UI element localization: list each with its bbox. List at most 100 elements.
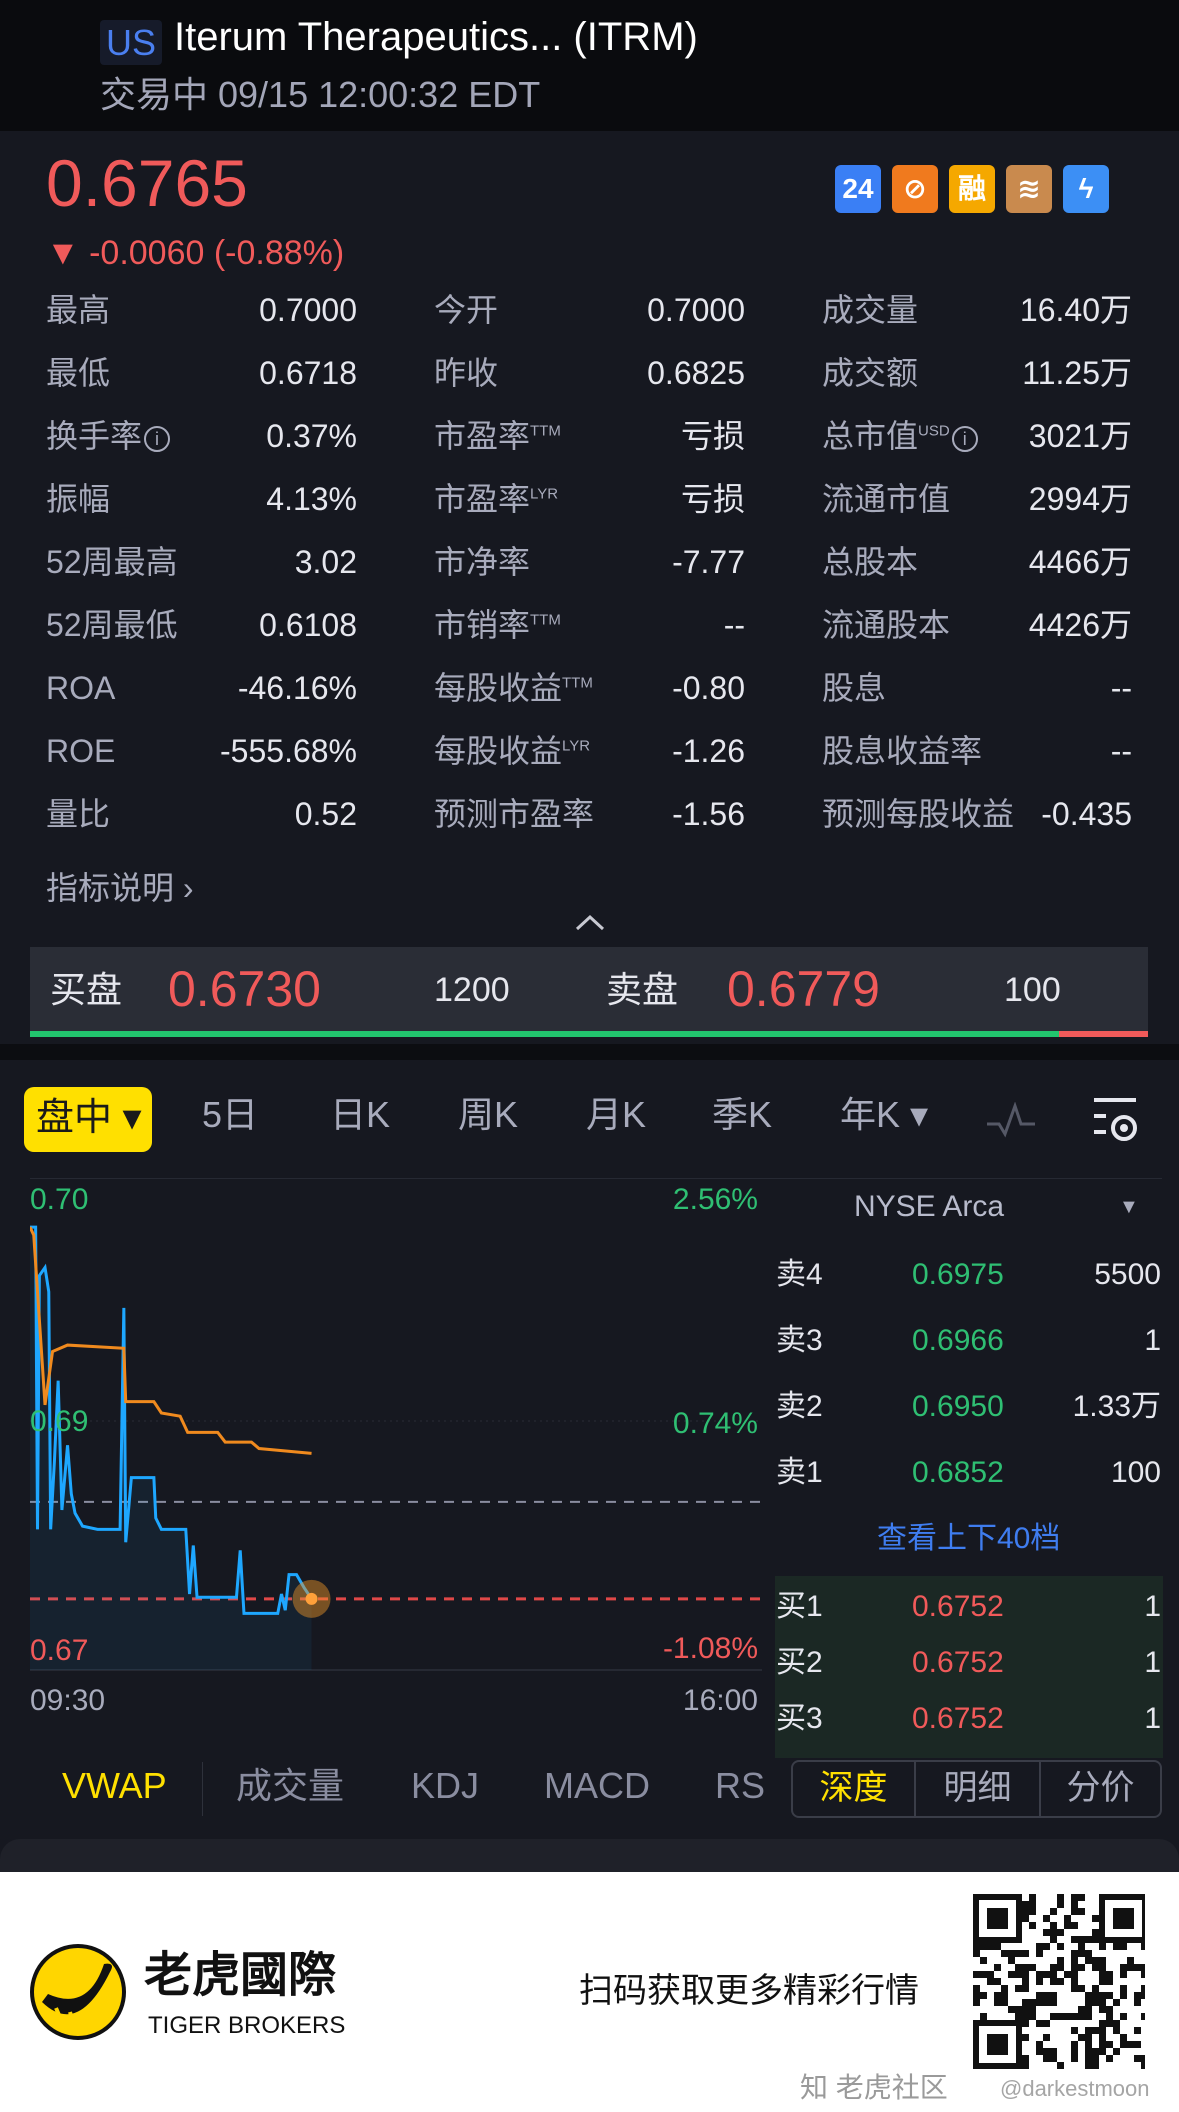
stat-value: -555.68%	[220, 733, 357, 769]
stat-value: --	[1110, 670, 1132, 706]
bid-label: 买盘	[50, 969, 123, 1010]
view-40-levels-link[interactable]: 查看上下40档	[877, 1522, 1061, 1555]
stat-label: 总市值USD i	[822, 418, 978, 455]
detail-tab[interactable]: 分价	[1039, 1760, 1162, 1818]
stat-value: 亏损	[680, 418, 745, 454]
intraday-chart[interactable]	[30, 1179, 762, 1674]
level-label: 买2	[776, 1646, 823, 1679]
info-icon[interactable]: i	[951, 425, 978, 452]
stat-value: 16.40万	[1019, 292, 1132, 328]
level-qty: 5500	[1094, 1258, 1161, 1291]
tab-period[interactable]: 季K	[712, 1094, 773, 1135]
ask-size: 100	[1004, 971, 1061, 1009]
stat-label: 振幅	[46, 481, 111, 517]
tab-period[interactable]: 5日	[202, 1094, 259, 1135]
stat-label: 市净率	[434, 544, 531, 580]
footer-banner: 老虎國際 TIGER BROKERS 扫码获取更多精彩行情 知 老虎社区 @da…	[0, 1872, 1179, 2112]
stat-label: 52周最低	[46, 607, 178, 643]
dropdown-arrow-icon[interactable]: ▼	[1119, 1196, 1139, 1218]
trading-status: 交易中 09/15 12:00:32 EDT	[100, 74, 541, 115]
tab-period[interactable]: 周K	[458, 1094, 519, 1135]
indicator-tab[interactable]: VWAP	[62, 1765, 167, 1806]
bid-ask-bar: 买盘 0.6730 1200 卖盘 0.6779 100	[30, 947, 1148, 1037]
divider	[202, 1762, 203, 1816]
stat-value: -1.56	[672, 796, 745, 832]
detail-tab[interactable]: 深度	[791, 1760, 916, 1818]
tab-period[interactable]: 月K	[586, 1094, 647, 1135]
tab-period[interactable]: 年K ▾	[840, 1094, 929, 1135]
level-qty: 1.33万	[1072, 1390, 1161, 1423]
tab-period[interactable]: 日K	[330, 1094, 391, 1135]
brand-name-en: TIGER BROKERS	[148, 2012, 346, 2039]
no-short-icon[interactable]: ⊘	[892, 165, 938, 213]
bid-size: 1200	[434, 971, 510, 1009]
level-qty: 1	[1144, 1646, 1161, 1679]
level-qty: 100	[1110, 1456, 1161, 1489]
level-label: 买3	[776, 1702, 823, 1735]
stat-label: 成交额	[822, 355, 919, 391]
stat-value: 2994万	[1028, 481, 1132, 517]
level-qty: 1	[1144, 1324, 1161, 1357]
vwap-line	[30, 1226, 312, 1455]
level-label: 买1	[776, 1590, 823, 1623]
stat-label: 股息	[822, 670, 887, 706]
x-label-open: 09:30	[30, 1684, 106, 1717]
tab-intraday[interactable]: 盘中 ▾	[24, 1087, 152, 1152]
stat-value: 4.13%	[266, 481, 357, 517]
stat-value: 0.7000	[647, 292, 745, 328]
exchange-selector[interactable]: NYSE Arca	[854, 1190, 1005, 1223]
stat-value: 0.6825	[647, 355, 745, 391]
stat-label: 预测市盈率	[434, 796, 595, 832]
level-price: 0.6752	[912, 1646, 1004, 1679]
stat-label: 总股本	[822, 544, 919, 580]
stat-label: 股息收益率	[822, 733, 983, 769]
stock-title[interactable]: Iterum Therapeutics... (ITRM)	[174, 15, 698, 59]
stat-value: 4466万	[1028, 544, 1132, 580]
stat-value: --	[723, 607, 745, 643]
24h-trading-icon[interactable]: 24	[835, 165, 881, 213]
stat-label: ROE	[46, 733, 116, 769]
chevron-up-icon[interactable]	[574, 912, 606, 932]
lightning-icon[interactable]: ϟ	[1063, 165, 1109, 213]
pct-label-top: 2.56%	[672, 1183, 758, 1216]
layers-a-icon[interactable]: ≋	[1006, 165, 1052, 213]
stat-value: -0.80	[672, 670, 745, 706]
level-price: 0.6975	[912, 1258, 1004, 1291]
indicator-tab[interactable]: RS	[715, 1765, 766, 1806]
ask-label: 卖盘	[606, 969, 679, 1010]
indicator-tab[interactable]: MACD	[544, 1765, 650, 1806]
current-point	[305, 1592, 318, 1605]
stat-label: 流通市值	[822, 481, 951, 517]
bid-price: 0.6730	[168, 961, 321, 1017]
stat-label: 换手率 i	[46, 418, 171, 455]
last-price: 0.6765	[46, 146, 248, 220]
stat-value: 0.7000	[259, 292, 357, 328]
slogan: 扫码获取更多精彩行情	[579, 1972, 919, 2010]
x-label-close: 16:00	[682, 1684, 758, 1717]
indicator-explanation-link[interactable]: 指标说明 ›	[46, 870, 194, 906]
pct-label-mid: 0.74%	[672, 1407, 758, 1440]
indicator-tab[interactable]: KDJ	[411, 1765, 480, 1806]
stat-label: 成交量	[822, 292, 919, 328]
stat-label: 今开	[434, 292, 499, 328]
level-price: 0.6852	[912, 1456, 1004, 1489]
detail-tab[interactable]: 明细	[914, 1760, 1041, 1818]
section-divider	[0, 1044, 1179, 1060]
stat-value: 11.25万	[1022, 355, 1132, 391]
info-icon[interactable]: i	[144, 425, 171, 452]
level-label: 卖3	[776, 1324, 823, 1357]
y-label-top: 0.70	[30, 1183, 89, 1216]
stat-value: -1.26	[672, 733, 745, 769]
chart-type-icon[interactable]	[985, 1102, 1037, 1138]
margin-icon[interactable]: 融	[949, 165, 995, 213]
stat-label: ROA	[46, 670, 116, 706]
chart-settings-icon[interactable]	[1090, 1094, 1142, 1146]
price-area	[30, 1227, 312, 1670]
stat-label: 流通股本	[822, 607, 951, 643]
indicator-tab[interactable]: 成交量	[236, 1765, 345, 1806]
bid-levels-bg	[775, 1576, 1163, 1758]
header-bar: US Iterum Therapeutics... (ITRM) 交易中 09/…	[0, 0, 1179, 131]
divider	[30, 1178, 1162, 1179]
pct-label-bottom: -1.08%	[662, 1632, 758, 1665]
price-change: ▼ -0.0060 (-0.88%)	[46, 234, 345, 272]
